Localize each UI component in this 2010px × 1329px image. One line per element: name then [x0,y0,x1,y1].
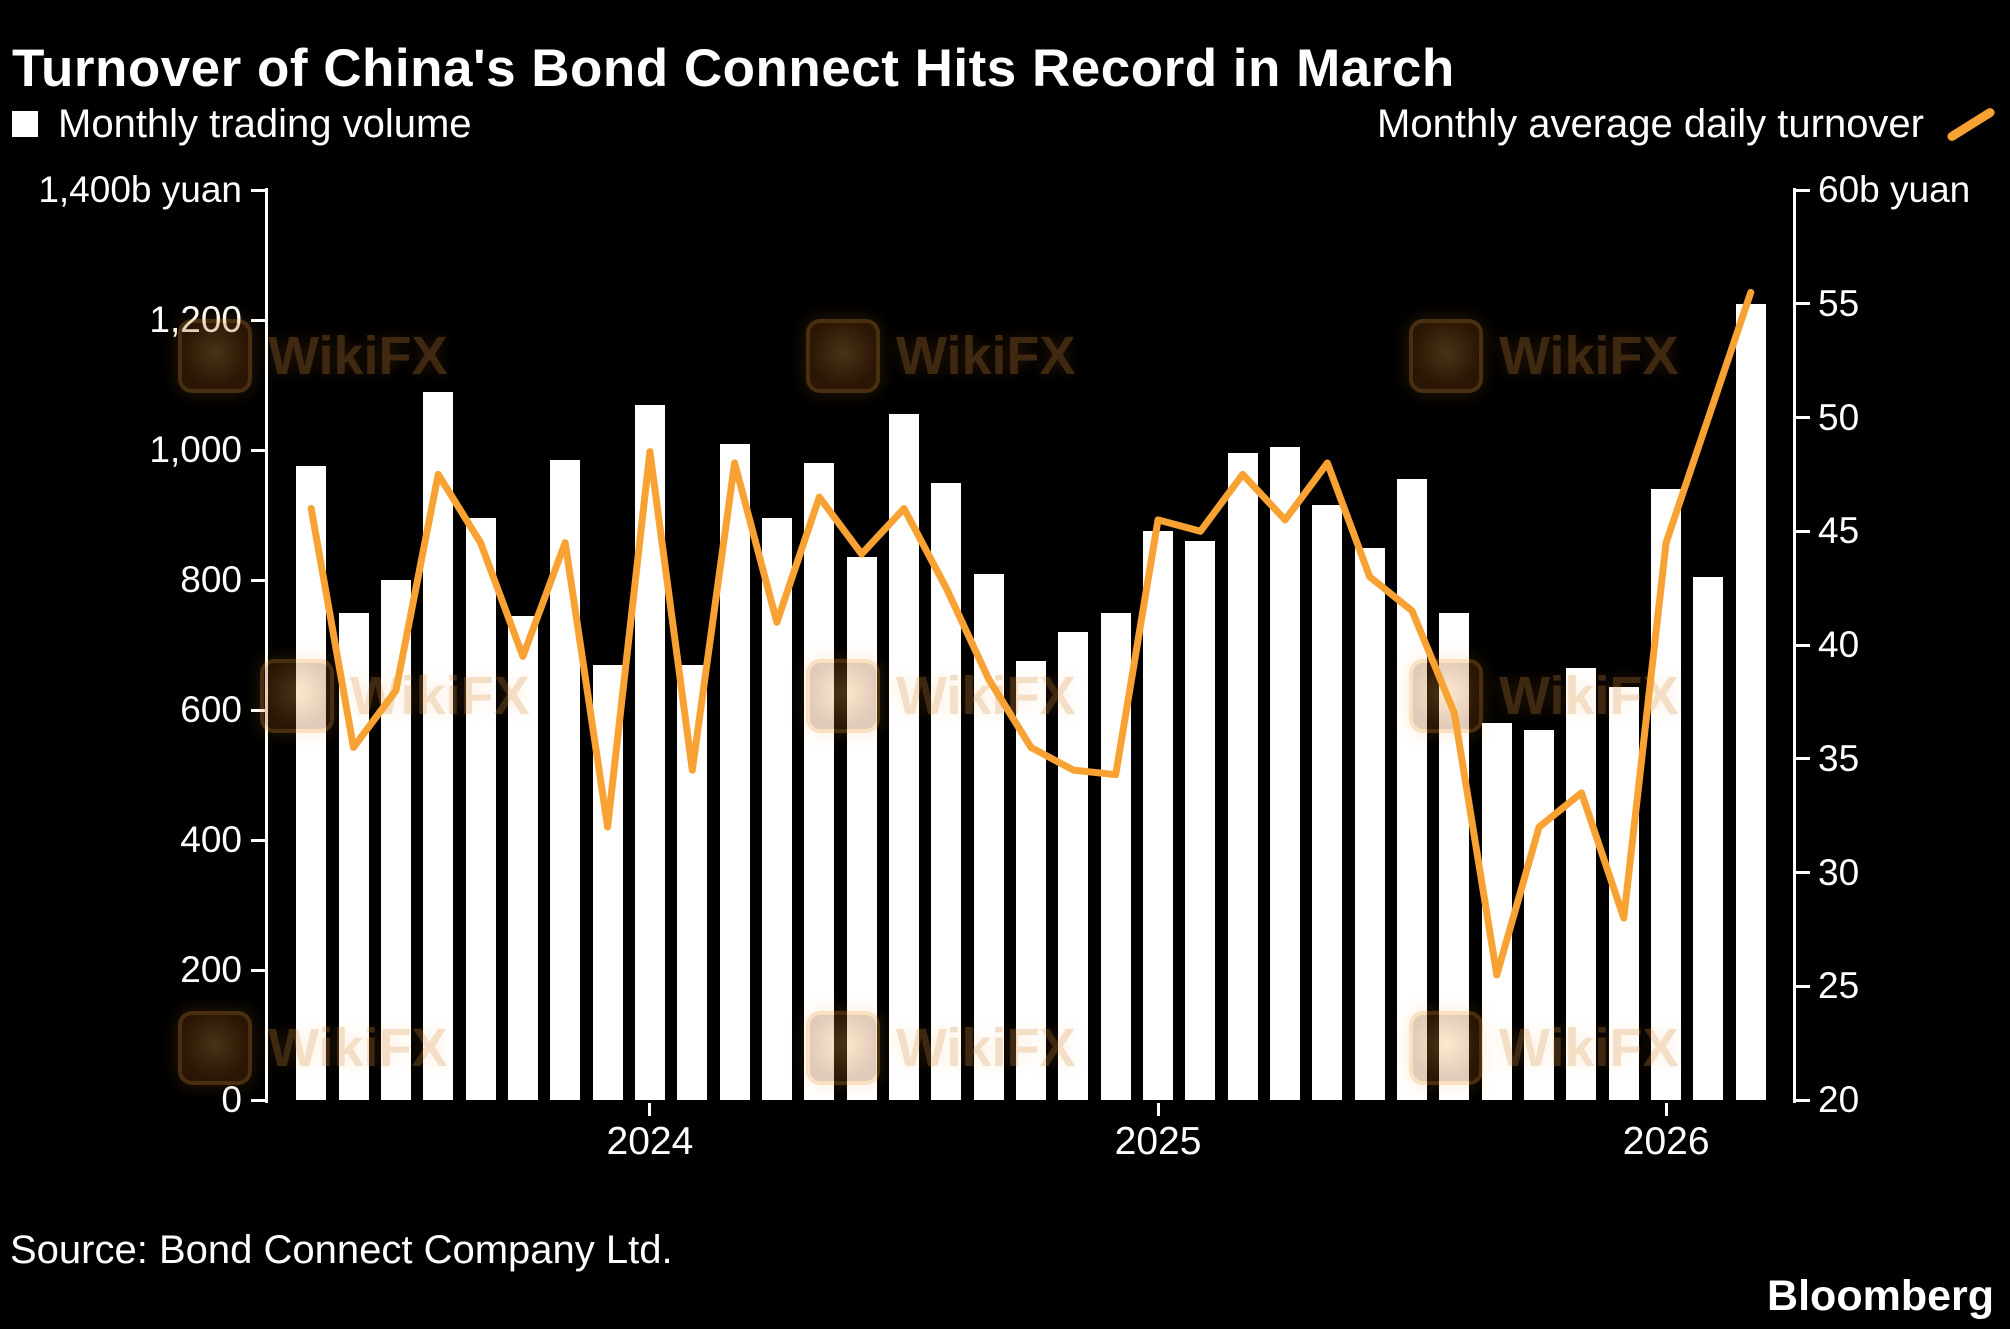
wikifx-logo-icon [1409,319,1483,393]
volume-bar [761,518,792,1100]
wikifx-watermark-text: WikiFX [268,326,448,386]
volume-bar [931,482,962,1100]
volume-bar [1566,667,1597,1100]
volume-bar [296,466,327,1100]
volume-bar [338,612,369,1100]
left-axis-tick-mark [251,708,265,712]
left-axis-tick-label: 400 [180,819,242,860]
volume-bar [1608,687,1639,1100]
volume-bar [1397,479,1428,1100]
volume-bar [888,414,919,1100]
left-axis-tick-label: 1,400b yuan [38,169,242,210]
volume-bar [804,463,835,1100]
right-axis-tick-mark [1796,1098,1810,1102]
wikifx-logo-icon [806,319,880,393]
volume-bar [1693,576,1724,1100]
volume-bar [592,664,623,1100]
volume-bar [846,557,877,1100]
source-note: Source: Bond Connect Company Ltd. [10,1228,673,1272]
volume-bar [1227,453,1258,1100]
right-axis-tick-mark [1796,416,1810,419]
wikifx-watermark: WikiFX [1409,319,1679,393]
right-axis-tick-mark [1796,302,1810,306]
volume-bar [1143,531,1174,1100]
volume-bar [1312,505,1343,1100]
bar-legend-swatch-icon [12,111,38,137]
left-axis-tick-label: 1,200 [149,299,242,340]
left-axis-tick-mark [251,1098,265,1102]
left-axis-line [265,188,268,1103]
right-axis-tick-mark [1796,529,1810,533]
left-axis-tick-mark [251,578,265,582]
volume-bar [1270,446,1301,1100]
left-axis-tick-mark [251,838,265,842]
x-axis-tick-mark [648,1103,652,1116]
volume-bar [1016,661,1046,1100]
volume-bar [380,580,411,1100]
wikifx-watermark-text: WikiFX [1499,326,1679,386]
volume-bar [719,443,750,1100]
right-axis-tick-mark [1796,871,1810,874]
volume-bar [634,404,665,1100]
wikifx-watermark: WikiFX [806,319,1076,393]
right-axis-tick-label: 35 [1818,737,1860,779]
volume-bar [1439,612,1470,1100]
volume-bar [1651,489,1682,1100]
left-axis-tick-mark [251,448,265,452]
volume-bar [1481,723,1512,1100]
right-axis-tick-label: 25 [1818,965,1860,1007]
left-axis-tick-label: 200 [180,949,242,990]
volume-bar [973,573,1004,1100]
left-axis-tick-mark [251,968,265,972]
right-axis-line [1793,188,1796,1103]
volume-bar [1354,547,1385,1100]
volume-bar [423,391,454,1100]
left-axis-tick-mark [251,318,265,322]
volume-bar [1058,632,1089,1100]
x-axis-tick-mark [1664,1103,1668,1116]
right-axis-tick-label: 40 [1818,624,1860,665]
right-axis-tick-label: 30 [1818,851,1860,893]
left-axis-tick-label: 0 [221,1079,242,1120]
right-axis-tick-mark [1796,643,1810,647]
volume-bar [1524,729,1555,1100]
right-axis-tick-label: 45 [1818,510,1860,552]
right-axis-tick-label: 55 [1818,282,1860,324]
volume-bar [550,459,581,1100]
volume-bar [507,615,538,1100]
left-axis-tick-label: 600 [180,689,242,730]
wikifx-logo-icon [178,1011,252,1085]
right-axis-tick-label: 20 [1818,1079,1860,1120]
x-axis-year-label: 2026 [1622,1120,1710,1163]
line-legend-swatch-icon [1945,105,1997,143]
legend-monthly-volume-label: Monthly trading volume [58,101,472,146]
chart-title: Turnover of China's Bond Connect Hits Re… [12,38,1455,98]
left-axis-tick-label: 800 [180,559,242,600]
legend-daily-turnover: Monthly average daily turnover [1377,98,1998,150]
legend-daily-turnover-label: Monthly average daily turnover [1377,101,1924,146]
volume-bar [1100,612,1131,1100]
right-axis-tick-mark [1796,188,1810,192]
x-axis-year-label: 2024 [606,1120,694,1163]
volume-bar [465,518,496,1100]
bloomberg-logo: Bloomberg [1767,1272,1994,1320]
right-axis-tick-label: 50 [1818,396,1860,438]
legend-monthly-volume: Monthly trading volume [12,98,472,150]
right-axis-tick-label: 60b yuan [1818,169,1971,210]
x-axis-tick-mark [1156,1103,1160,1116]
right-axis-tick-mark [1796,757,1810,761]
left-axis-tick-label: 1,000 [149,429,242,470]
right-axis-tick-mark [1796,984,1810,988]
volume-bar [1735,303,1766,1100]
volume-bar [677,664,708,1100]
wikifx-watermark-text: WikiFX [896,326,1076,386]
left-axis-tick-mark [251,188,265,192]
volume-bar [1185,541,1216,1100]
x-axis-year-label: 2025 [1114,1120,1202,1163]
